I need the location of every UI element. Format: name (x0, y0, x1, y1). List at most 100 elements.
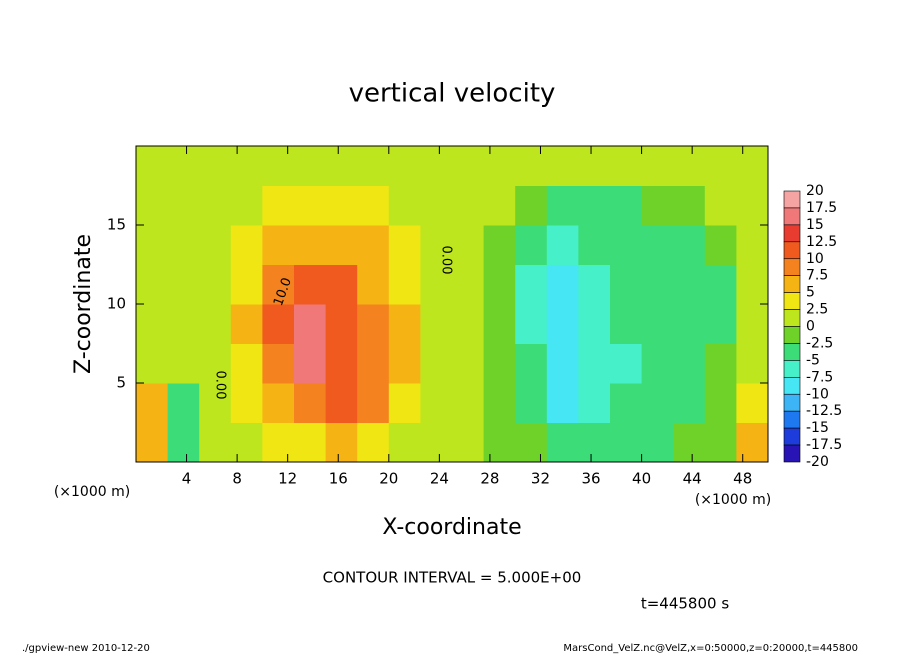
footer-left: ./gpview-new 2010-12-20 (22, 643, 150, 654)
heatmap-cell (578, 264, 611, 305)
heatmap-cell (578, 146, 611, 186)
heatmap-cell (136, 422, 169, 463)
heatmap-cell (136, 185, 169, 226)
heatmap-cell (262, 422, 295, 463)
heatmap-cell (641, 422, 674, 463)
contour-interval: CONTOUR INTERVAL = 5.000E+00 (323, 569, 582, 587)
heatmap-cell (610, 304, 643, 344)
heatmap-cell (704, 146, 737, 186)
colorbar-box (783, 190, 801, 209)
heatmap-cell (736, 383, 769, 423)
heatmap-cell (610, 146, 643, 186)
heatmap-cell (136, 225, 169, 265)
heatmap-cell (294, 185, 327, 226)
heatmap-cell (673, 185, 706, 226)
x-tick-label: 40 (632, 470, 651, 488)
heatmap-cell (704, 343, 737, 384)
heatmap-cell (388, 422, 421, 463)
heatmap-cell (704, 264, 737, 305)
heatmap-cell (294, 146, 327, 186)
colorbar-box (783, 275, 801, 293)
heatmap-cell (325, 422, 358, 463)
heatmap-cell (262, 343, 295, 384)
footer-right: MarsCond_VelZ.nc@VelZ,x=0:50000,z=0:2000… (563, 643, 858, 654)
heatmap-cell (515, 264, 548, 305)
x-tick-label: 32 (531, 470, 550, 488)
colorbar-label: -12.5 (806, 403, 842, 419)
heatmap-cell (546, 383, 579, 423)
x-tick-label: 4 (182, 470, 192, 488)
x-tick-label: 44 (683, 470, 702, 488)
heatmap-cell (388, 304, 421, 344)
x-tick-label: 12 (278, 470, 297, 488)
heatmap-cell (452, 383, 485, 423)
colorbar-label: -5 (806, 352, 820, 368)
heatmap-cell (262, 185, 295, 226)
colorbar-box (783, 410, 801, 429)
heatmap-cell (452, 225, 485, 265)
y-tick-label: 5 (116, 374, 126, 392)
heatmap-cell (294, 422, 327, 463)
heatmap-cell (610, 185, 643, 226)
colorbar-label: -10 (806, 386, 829, 402)
heatmap-cell (704, 422, 737, 463)
heatmap-cell (546, 185, 579, 226)
heatmap-cell (673, 343, 706, 384)
heatmap-cell (262, 225, 295, 265)
heatmap-cell (452, 343, 485, 384)
y-unit: (×1000 m) (54, 484, 130, 500)
heatmap-cell (736, 185, 769, 226)
heatmap-cell (420, 422, 453, 463)
heatmap-cell (262, 264, 295, 305)
colorbar-box (783, 292, 801, 310)
heatmap-cell (420, 185, 453, 226)
heatmap-cell (483, 225, 516, 265)
heatmap-cell (167, 146, 200, 186)
colorbar-label: 12.5 (806, 234, 837, 250)
heatmap-cell (294, 264, 327, 305)
time-label: t=445800 s (641, 595, 729, 613)
heatmap-cell (357, 304, 390, 344)
colorbar-label: 2.5 (806, 302, 828, 318)
heatmap-cell (420, 225, 453, 265)
colorbar-label: 20 (806, 183, 824, 199)
heatmap-cell (294, 304, 327, 344)
heatmap-cell (515, 185, 548, 226)
x-tick-label: 36 (581, 470, 600, 488)
heatmap-cell (546, 422, 579, 463)
colorbar-label: -15 (806, 420, 829, 436)
heatmap-cell (357, 422, 390, 463)
heatmap-cell (388, 264, 421, 305)
colorbar-box (783, 241, 801, 260)
heatmap-cell (420, 383, 453, 423)
heatmap-cell (388, 383, 421, 423)
heatmap-cell (704, 225, 737, 265)
heatmap-cell (294, 383, 327, 423)
y-tick-label: 10 (107, 295, 126, 313)
heatmap-cell (704, 185, 737, 226)
heatmap-cell (452, 422, 485, 463)
heatmap-cell (420, 304, 453, 344)
heatmap-cell (483, 422, 516, 463)
heatmap-cell (578, 185, 611, 226)
colorbar-label: 7.5 (806, 268, 828, 284)
colorbar-box (783, 343, 801, 361)
x-tick-label: 48 (733, 470, 752, 488)
colorbar-box (783, 377, 801, 395)
heatmap-cell (136, 304, 169, 344)
heatmap-cell (325, 383, 358, 423)
heatmap-cell (325, 185, 358, 226)
colorbar-label: -20 (806, 454, 829, 470)
heatmap-cell (546, 146, 579, 186)
heatmap-cell (136, 146, 169, 186)
heatmap-cell (641, 264, 674, 305)
colorbar-label: 10 (806, 251, 824, 267)
heatmap-cell (262, 146, 295, 186)
x-axis-label: X-coordinate (382, 515, 521, 540)
heatmap-cell (641, 185, 674, 226)
heatmap-cell (673, 422, 706, 463)
x-tick-label: 28 (480, 470, 499, 488)
colorbar-box (783, 360, 801, 378)
heatmap-cell (546, 264, 579, 305)
